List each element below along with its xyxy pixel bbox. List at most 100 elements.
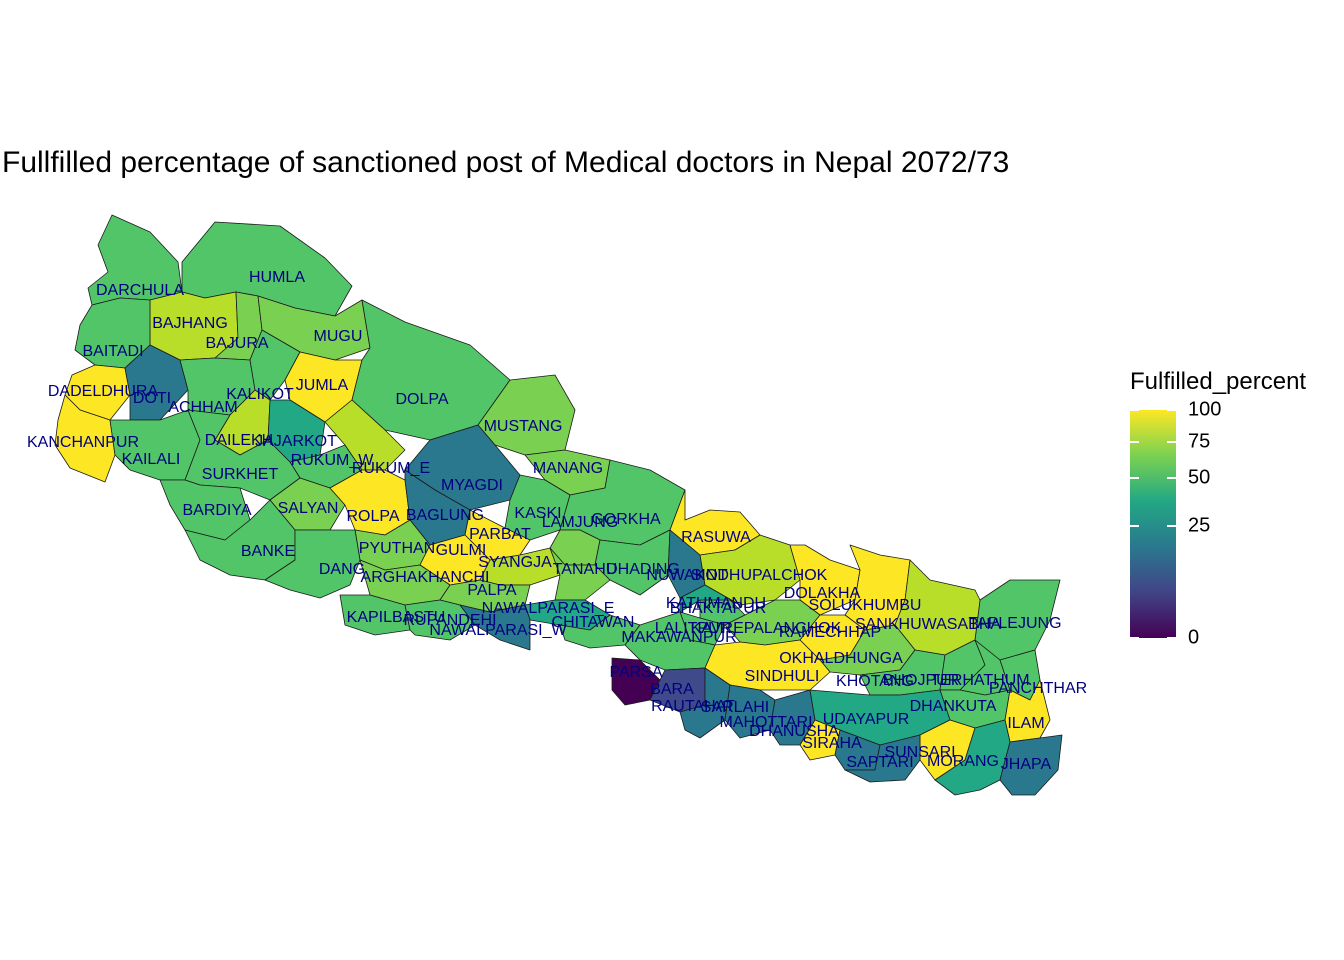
district-label-lamjung: LAMJUNG [542, 514, 618, 531]
district-label-kapilbastu: KAPILBASTU [347, 609, 446, 626]
district-label-arghakhanchi: ARGHAKHANCHI [361, 569, 490, 586]
map-title: Fullfilled percentage of sanctioned post… [2, 146, 1010, 179]
district-label-siraha: SIRAHA [802, 735, 862, 752]
district-label-kailali: KAILALI [122, 451, 181, 468]
district-label-darchula: DARCHULA [96, 282, 184, 299]
district-label-palpa: PALPA [467, 582, 517, 599]
color-legend: Fulfilled_percent 100 75 50 25 0 [1130, 368, 1344, 658]
district-label-rasuwa: RASUWA [681, 529, 751, 546]
district-label-baitadi: BAITADI [82, 343, 143, 360]
district-label-morang: MORANG [927, 753, 999, 770]
district-label-mahottari: MAHOTTARI [719, 714, 812, 731]
district-label-gulmi: GULMI [436, 542, 487, 559]
legend-tick-mark [1167, 477, 1176, 480]
district-label-parsa: PARSA [609, 664, 662, 681]
district-label-lalitpur: LALITPUR [655, 620, 731, 637]
legend-tick-label: 100 [1188, 398, 1222, 421]
district-label-humla: HUMLA [249, 269, 305, 286]
district-label-banke: BANKE [241, 543, 295, 560]
district-label-doti: DOTI [133, 390, 171, 407]
district-label-nawalparasi-w: NAWALPARASI_W [429, 622, 567, 639]
district-label-kalikot: KALIKOT [226, 386, 294, 403]
district-label-rautahat: RAUTAHAT [651, 698, 735, 715]
legend-tick-label: 75 [1188, 430, 1211, 453]
legend-tick-mark [1167, 525, 1176, 528]
district-label-manang: MANANG [533, 460, 603, 477]
district-label-bajhang: BAJHANG [152, 315, 228, 332]
district-label-saptari: SAPTARI [846, 754, 913, 771]
district-label-rupandehi: RUPANDEHI [403, 612, 496, 629]
legend-tick-label: 50 [1188, 466, 1211, 489]
legend-tick-mark [1167, 440, 1176, 443]
district-label-pyuthan: PYUTHAN [359, 540, 435, 557]
districts-layer [54, 214, 1063, 796]
district-label-rukum-e: RUKUM_E [352, 460, 430, 477]
district-label-jajarkot: JAJARKOT [255, 433, 337, 450]
district-label-surkhet: SURKHET [202, 466, 279, 483]
legend-tick-mark [1130, 477, 1139, 480]
district-label-bara: BARA [650, 681, 694, 698]
district-label-jumla: JUMLA [296, 377, 349, 394]
district-label-salyan: SALYAN [278, 500, 339, 517]
district-labels-layer: DARCHULA HUMLA BAJHANG BAITADI BAJURA MUGU DAD… [27, 269, 1087, 773]
legend-tick-mark [1130, 637, 1139, 639]
district-label-bajura: BAJURA [205, 335, 268, 352]
district-label-bardiya: BARDIYA [182, 502, 251, 519]
district-doti [124, 344, 189, 421]
district-label-bhaktapur: BHAKTAPUR [670, 600, 767, 617]
legend-tick-mark [1130, 440, 1139, 443]
district-label-gorkha: GORKHA [591, 511, 661, 528]
district-label-sankhuwasabha: SANKHUWASABHA [855, 616, 1001, 633]
legend-tick-label: 25 [1188, 514, 1211, 537]
district-label-okhaldhunga: OKHALDHUNGA [779, 650, 903, 667]
district-label-terhathum: TERHATHUM [930, 672, 1029, 689]
district-label-parbat: PARBAT [469, 526, 531, 543]
district-label-mustang: MUSTANG [484, 418, 563, 435]
district-label-chitawan: CHITAWAN [552, 614, 635, 631]
district-label-sunsari: SUNSARI [884, 744, 955, 761]
legend-title: Fulfilled_percent [1130, 368, 1307, 395]
district-label-myagdi: MYAGDI [441, 477, 503, 494]
legend-tick-mark [1130, 525, 1139, 528]
legend-tick-label: 0 [1188, 626, 1200, 649]
district-label-kathmandu: KATHMANDU [666, 595, 766, 612]
district-nawalparasi-w [459, 604, 531, 651]
district-mustang [477, 374, 576, 456]
legend-tick-mark [1167, 409, 1176, 411]
district-label-sindhuli: SINDHULI [745, 668, 820, 685]
district-label-dolakha: DOLAKHA [784, 585, 861, 602]
district-label-dhanusha: DHANUSHA [749, 723, 839, 740]
district-label-nuwakot: NUWAKOT [646, 567, 727, 584]
district-label-ramechhap: RAMECHHAP [779, 624, 881, 641]
district-label-tanahu: TANAHU [553, 561, 618, 578]
district-label-rolpa: ROLPA [346, 508, 399, 525]
district-label-rukum-w: RUKUM_W [291, 452, 375, 469]
district-label-udayapur: UDAYAPUR [823, 711, 910, 728]
district-label-dhading: DHADING [606, 561, 680, 578]
district-label-sarlahi: SARLAHI [701, 699, 769, 716]
district-label-dadeldhura: DADELDHURA [48, 383, 159, 400]
district-label-baglung: BAGLUNG [406, 507, 484, 524]
district-label-makawanpur: MAKAWANPUR [621, 629, 736, 646]
district-label-khotang: KHOTANG [836, 673, 914, 690]
district-label-syangja: SYANGJA [478, 554, 552, 571]
district-jhapa [999, 734, 1063, 796]
district-dang [264, 529, 361, 599]
district-label-solukhumbu: SOLUKHUMBU [809, 597, 922, 614]
district-tanahu [549, 547, 611, 601]
district-label-mugu: MUGU [314, 328, 363, 345]
district-rupandehi [404, 599, 476, 641]
district-label-dhankuta: DHANKUTA [910, 698, 997, 715]
district-label-taplejung: TAPLEJUNG [968, 615, 1061, 632]
legend-tick-mark [1130, 409, 1139, 411]
district-label-dang: DANG [319, 561, 365, 578]
district-rukum-e [324, 399, 406, 471]
district-label-ilam: ILAM [1007, 715, 1044, 732]
district-saptari [844, 734, 921, 783]
district-label-bhojpur: BHOJPUR [883, 672, 959, 689]
district-label-achham: ACHHAM [168, 399, 237, 416]
district-label-jhapa: JHAPA [1001, 756, 1052, 773]
district-label-dailekh: DAILEKH [205, 432, 273, 449]
district-label-kaski: KASKI [514, 505, 561, 522]
